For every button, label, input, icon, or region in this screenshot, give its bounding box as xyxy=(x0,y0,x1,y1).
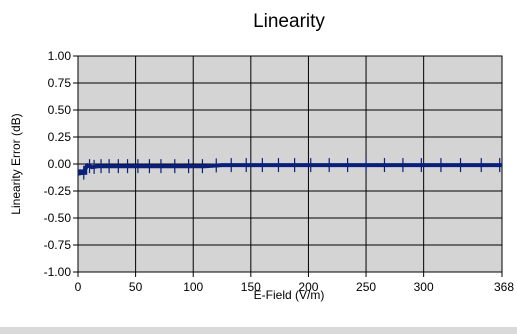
y-tick-label: 1.00 xyxy=(48,49,72,63)
x-tick-label: 250 xyxy=(356,280,376,294)
series-start-block xyxy=(78,169,88,175)
bottom-strip xyxy=(0,327,517,334)
y-axis-ticks: 1.00 0.75 0.50 0.25 0.00 -0.25 -0.50 -0.75 -1.00 xyxy=(44,49,78,279)
x-axis-ticks: 0 50 100 150 200 250 300 368 xyxy=(75,272,514,294)
x-tick-label: 100 xyxy=(183,280,203,294)
y-tick-label: 0.50 xyxy=(48,103,72,117)
y-axis-label: Linearity Error (dB) xyxy=(9,113,23,214)
x-tick-label: 300 xyxy=(414,280,434,294)
y-tick-label: 0.25 xyxy=(48,130,72,144)
y-tick-label: -0.25 xyxy=(44,184,72,198)
x-tick-label: 200 xyxy=(298,280,318,294)
x-tick-label: 50 xyxy=(129,280,143,294)
y-tick-label: -0.75 xyxy=(44,238,72,252)
y-tick-label: 0.75 xyxy=(48,76,72,90)
y-tick-label: 0.00 xyxy=(48,157,72,171)
x-tick-label: 0 xyxy=(75,280,82,294)
series-line xyxy=(77,163,502,176)
y-tick-label: -0.50 xyxy=(44,211,72,225)
y-tick-label: -1.00 xyxy=(44,265,72,279)
x-tick-label: 368 xyxy=(494,280,514,294)
chart-title: Linearity xyxy=(253,11,325,32)
x-axis-label: E-Field (V/m) xyxy=(254,288,325,302)
x-tick-label: 150 xyxy=(241,280,261,294)
series-line-layer xyxy=(77,163,502,176)
